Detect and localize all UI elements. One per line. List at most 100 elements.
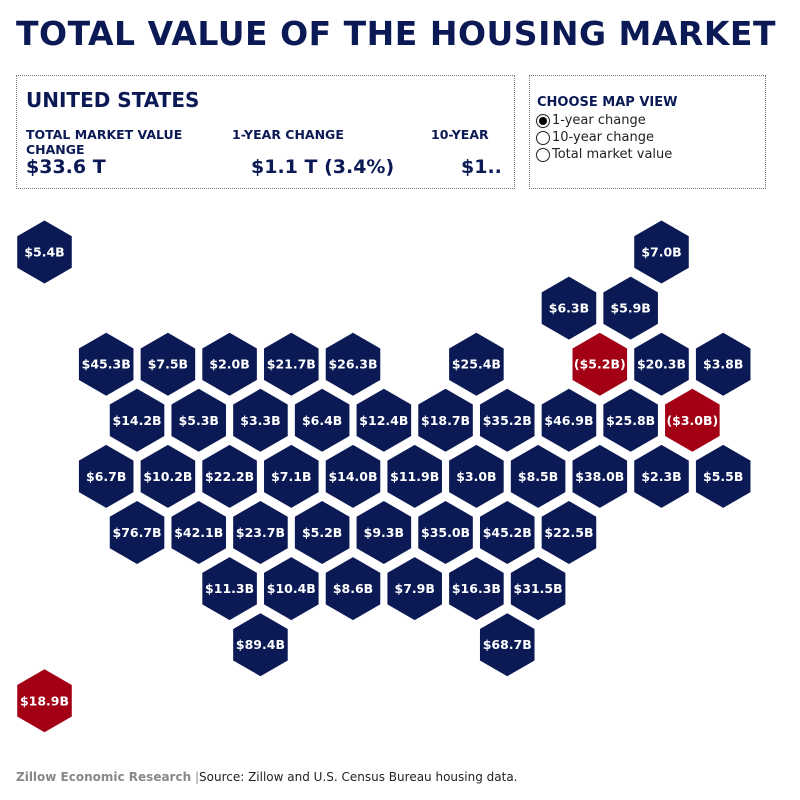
state-hex[interactable]: $20.3B <box>634 332 689 396</box>
state-hex[interactable]: $23.7B <box>233 501 288 564</box>
state-hex[interactable]: $11.9B <box>387 444 442 508</box>
hex-shape[interactable] <box>572 332 628 396</box>
hex-shape[interactable] <box>109 501 165 564</box>
state-hex[interactable]: $46.9B <box>541 388 597 452</box>
hex-shape[interactable] <box>17 220 72 284</box>
hex-shape[interactable] <box>418 501 473 564</box>
state-hex[interactable]: $7.1B <box>264 444 319 508</box>
state-hex[interactable]: $35.2B <box>479 388 535 452</box>
hex-shape[interactable] <box>418 388 473 452</box>
state-hex[interactable]: $5.2B <box>294 501 350 564</box>
hex-shape[interactable] <box>233 613 288 677</box>
hex-shape[interactable] <box>541 501 597 564</box>
state-hex[interactable]: $3.8B <box>695 332 751 396</box>
hex-shape[interactable] <box>634 444 689 508</box>
hex-shape[interactable] <box>264 444 319 508</box>
state-hex[interactable]: ($3.0B) <box>665 388 720 452</box>
state-hex[interactable]: $45.3B <box>78 332 134 396</box>
state-hex[interactable]: $7.0B <box>634 220 689 284</box>
state-hex[interactable]: $10.4B <box>264 557 319 621</box>
state-hex[interactable]: $5.9B <box>603 276 658 340</box>
state-hex[interactable]: $8.6B <box>325 557 381 621</box>
hex-shape[interactable] <box>510 557 566 621</box>
hex-shape[interactable] <box>572 444 628 508</box>
hex-shape[interactable] <box>202 444 257 508</box>
hex-shape[interactable] <box>325 332 381 396</box>
state-hex[interactable]: $5.5B <box>695 444 751 508</box>
state-hex[interactable]: $6.3B <box>541 276 597 340</box>
hex-shape[interactable] <box>634 220 689 284</box>
state-hex[interactable]: $68.7B <box>479 613 535 677</box>
hex-shape[interactable] <box>603 388 658 452</box>
state-hex[interactable]: $12.4B <box>356 388 412 452</box>
hex-shape[interactable] <box>541 276 597 340</box>
state-hex[interactable]: $45.2B <box>479 501 535 564</box>
state-hex[interactable]: $26.3B <box>325 332 381 396</box>
state-hex[interactable]: $11.3B <box>202 557 257 621</box>
state-hex[interactable]: $89.4B <box>233 613 288 677</box>
hex-shape[interactable] <box>603 276 658 340</box>
hex-shape[interactable] <box>449 444 504 508</box>
hex-shape[interactable] <box>665 388 720 452</box>
state-hex[interactable]: $7.9B <box>387 557 442 621</box>
hex-shape[interactable] <box>479 613 535 677</box>
radio-option-total-market-value[interactable]: Total market value <box>536 147 672 162</box>
hex-shape[interactable] <box>449 332 504 396</box>
hex-shape[interactable] <box>510 444 566 508</box>
state-hex[interactable]: $5.4B <box>17 220 72 284</box>
state-hex[interactable]: $16.3B <box>449 557 504 621</box>
hex-shape[interactable] <box>387 557 442 621</box>
state-hex[interactable]: $6.4B <box>294 388 350 452</box>
hex-shape[interactable] <box>140 444 196 508</box>
hex-shape[interactable] <box>634 332 689 396</box>
hex-shape[interactable] <box>356 388 412 452</box>
hex-shape[interactable] <box>17 669 72 733</box>
radio-option-1-year-change[interactable]: 1-year change <box>536 113 646 128</box>
hex-shape[interactable] <box>479 388 535 452</box>
radio-button[interactable] <box>536 113 550 128</box>
state-hex[interactable]: $7.5B <box>140 332 196 396</box>
state-hex[interactable]: $14.2B <box>109 388 165 452</box>
radio-button[interactable] <box>536 147 550 162</box>
hex-shape[interactable] <box>695 444 751 508</box>
hex-shape[interactable] <box>202 332 257 396</box>
hex-shape[interactable] <box>78 444 134 508</box>
radio-button[interactable] <box>536 130 550 145</box>
state-hex[interactable]: $2.0B <box>202 332 257 396</box>
state-hex[interactable]: $21.7B <box>264 332 319 396</box>
hex-shape[interactable] <box>325 444 381 508</box>
state-hex[interactable]: $2.3B <box>634 444 689 508</box>
state-hex[interactable]: $6.7B <box>78 444 134 508</box>
hex-shape[interactable] <box>171 501 227 564</box>
state-hex[interactable]: $5.3B <box>171 388 227 452</box>
state-hex[interactable]: $35.0B <box>418 501 473 564</box>
hex-shape[interactable] <box>233 501 288 564</box>
state-hex[interactable]: $14.0B <box>325 444 381 508</box>
state-hex[interactable]: $3.3B <box>233 388 288 452</box>
state-hex[interactable]: $38.0B <box>572 444 628 508</box>
hex-shape[interactable] <box>449 557 504 621</box>
state-hex[interactable]: $3.0B <box>449 444 504 508</box>
state-hex[interactable]: $25.4B <box>449 332 504 396</box>
state-hex[interactable]: $25.8B <box>603 388 658 452</box>
state-hex[interactable]: $31.5B <box>510 557 566 621</box>
hex-shape[interactable] <box>109 388 165 452</box>
state-hex[interactable]: $76.7B <box>109 501 165 564</box>
hex-shape[interactable] <box>264 332 319 396</box>
state-hex[interactable]: $9.3B <box>356 501 412 564</box>
state-hex[interactable]: $10.2B <box>140 444 196 508</box>
hex-shape[interactable] <box>294 501 350 564</box>
state-hex[interactable]: $8.5B <box>510 444 566 508</box>
hex-shape[interactable] <box>695 332 751 396</box>
state-hex[interactable]: $42.1B <box>171 501 227 564</box>
hex-shape[interactable] <box>479 501 535 564</box>
hex-shape[interactable] <box>264 557 319 621</box>
state-hex[interactable]: $22.2B <box>202 444 257 508</box>
hex-shape[interactable] <box>541 388 597 452</box>
hex-shape[interactable] <box>294 388 350 452</box>
state-hex[interactable]: $22.5B <box>541 501 597 564</box>
hex-shape[interactable] <box>387 444 442 508</box>
hex-shape[interactable] <box>171 388 227 452</box>
state-hex[interactable]: $18.7B <box>418 388 473 452</box>
hex-shape[interactable] <box>325 557 381 621</box>
